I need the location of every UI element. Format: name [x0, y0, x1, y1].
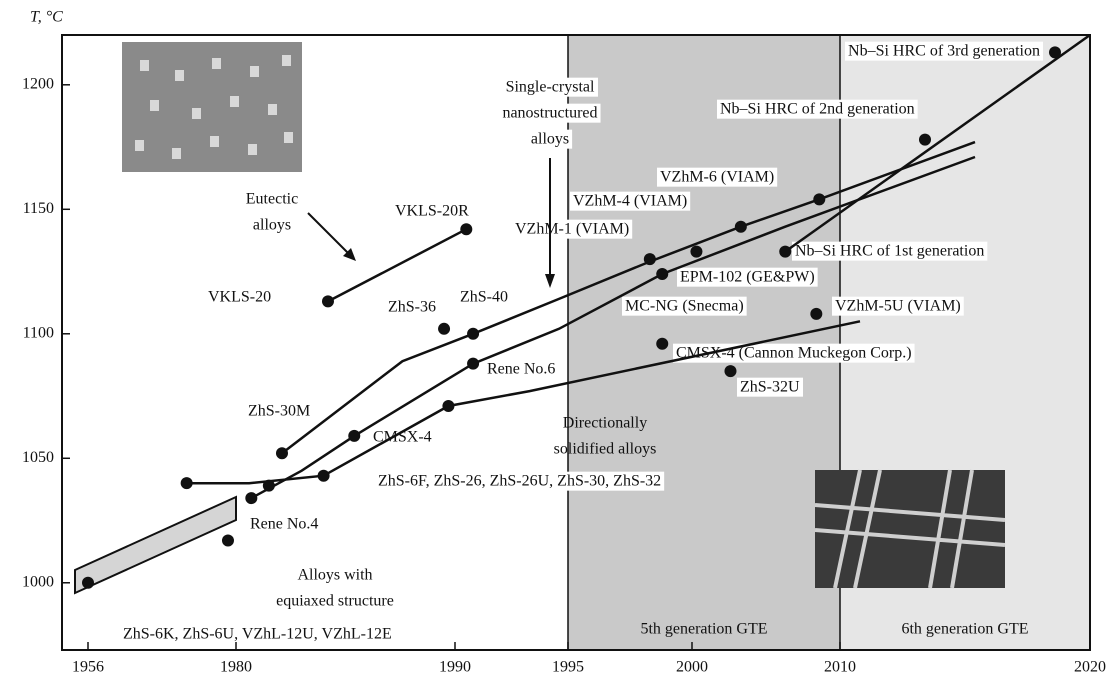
data-point	[276, 447, 288, 459]
data-point	[735, 221, 747, 233]
x-tick-label: 2010	[824, 659, 856, 676]
trend-line	[328, 229, 466, 301]
annotation: ZhS-32U	[740, 379, 800, 396]
annotation: ZhS-6K, ZhS-6U, VZhL-12U, VZhL-12E	[123, 626, 392, 643]
data-point	[438, 323, 450, 335]
data-point	[656, 268, 668, 280]
data-point	[322, 295, 334, 307]
span-label: 6th generation GTE	[901, 621, 1028, 638]
data-point	[813, 193, 825, 205]
x-tick-label: 2000	[676, 659, 708, 676]
x-tick-label: 1990	[439, 659, 471, 676]
data-point	[467, 328, 479, 340]
annotation: alloys	[253, 217, 291, 234]
annotation: VZhM-6 (VIAM)	[660, 169, 774, 186]
span-label: 5th generation GTE	[640, 621, 767, 638]
annotation: Nb–Si HRC of 2nd generation	[720, 101, 915, 118]
annotation: ZhS-6F, ZhS-26, ZhS-26U, ZhS-30, ZhS-32	[378, 473, 661, 490]
data-point	[318, 470, 330, 482]
annotation: Eutectic	[246, 191, 298, 208]
annotation: ZhS-40	[460, 289, 508, 306]
data-point	[82, 577, 94, 589]
annotation: VZhM-5U (VIAM)	[835, 298, 961, 315]
y-tick-label: 1200	[22, 75, 54, 92]
annotation: CMSX-4 (Cannon Muckegon Corp.)	[676, 345, 912, 362]
annotation: Nb–Si HRC of 3rd generation	[848, 43, 1040, 60]
annotation: ZhS-30M	[248, 403, 310, 420]
y-tick-label: 1100	[23, 324, 54, 341]
chart: T, °C 5th generation GTE 6th generation G…	[0, 0, 1111, 687]
x-tick-label: 1980	[220, 659, 252, 676]
inset-eutectic	[122, 42, 302, 172]
annotation: VZhM-1 (VIAM)	[515, 221, 629, 238]
data-point	[222, 534, 234, 546]
annotation: Rene No.6	[487, 361, 555, 378]
annotation: alloys	[531, 131, 569, 148]
annotation: nanostructured	[502, 105, 597, 122]
annotation: Alloys with	[297, 567, 372, 584]
data-point	[644, 253, 656, 265]
data-point	[690, 246, 702, 258]
annotation: Single-crystal	[506, 79, 595, 96]
annotation: VKLS-20	[208, 289, 271, 306]
equiaxed-band	[75, 497, 236, 593]
x-tick-label: 1956	[72, 659, 104, 676]
annotation: VKLS-20R	[395, 203, 469, 220]
y-tick-label: 1150	[23, 200, 54, 217]
data-point	[779, 246, 791, 258]
annotation: VZhM-4 (VIAM)	[573, 193, 687, 210]
annotation: Rene No.4	[250, 516, 318, 533]
data-point	[245, 492, 257, 504]
generation-span	[568, 35, 840, 650]
annotation: MC-NG (Snecma)	[625, 298, 744, 315]
y-tick-label: 1000	[22, 573, 54, 590]
data-point	[263, 480, 275, 492]
data-point	[919, 134, 931, 146]
data-point	[348, 430, 360, 442]
data-point	[460, 223, 472, 235]
annotation: equiaxed structure	[276, 593, 394, 610]
annotation: EPM-102 (GE&PW)	[680, 269, 815, 286]
annotation: solidified alloys	[554, 441, 657, 458]
annotation: CMSX-4	[373, 429, 432, 446]
annotation: Nb–Si HRC of 1st generation	[795, 243, 984, 260]
data-point	[181, 477, 193, 489]
inset-single-crystal	[815, 470, 1005, 588]
y-tick-label: 1050	[22, 449, 54, 466]
data-point	[467, 358, 479, 370]
data-point	[724, 365, 736, 377]
y-axis-label: T, °C	[30, 9, 63, 26]
annotation: Directionally	[563, 415, 647, 432]
data-point	[442, 400, 454, 412]
data-point	[810, 308, 822, 320]
x-tick-label: 1995	[552, 659, 584, 676]
x-tick-label: 2020	[1074, 659, 1106, 676]
annotation: ZhS-36	[388, 299, 436, 316]
data-point	[1049, 46, 1061, 58]
data-point	[656, 338, 668, 350]
